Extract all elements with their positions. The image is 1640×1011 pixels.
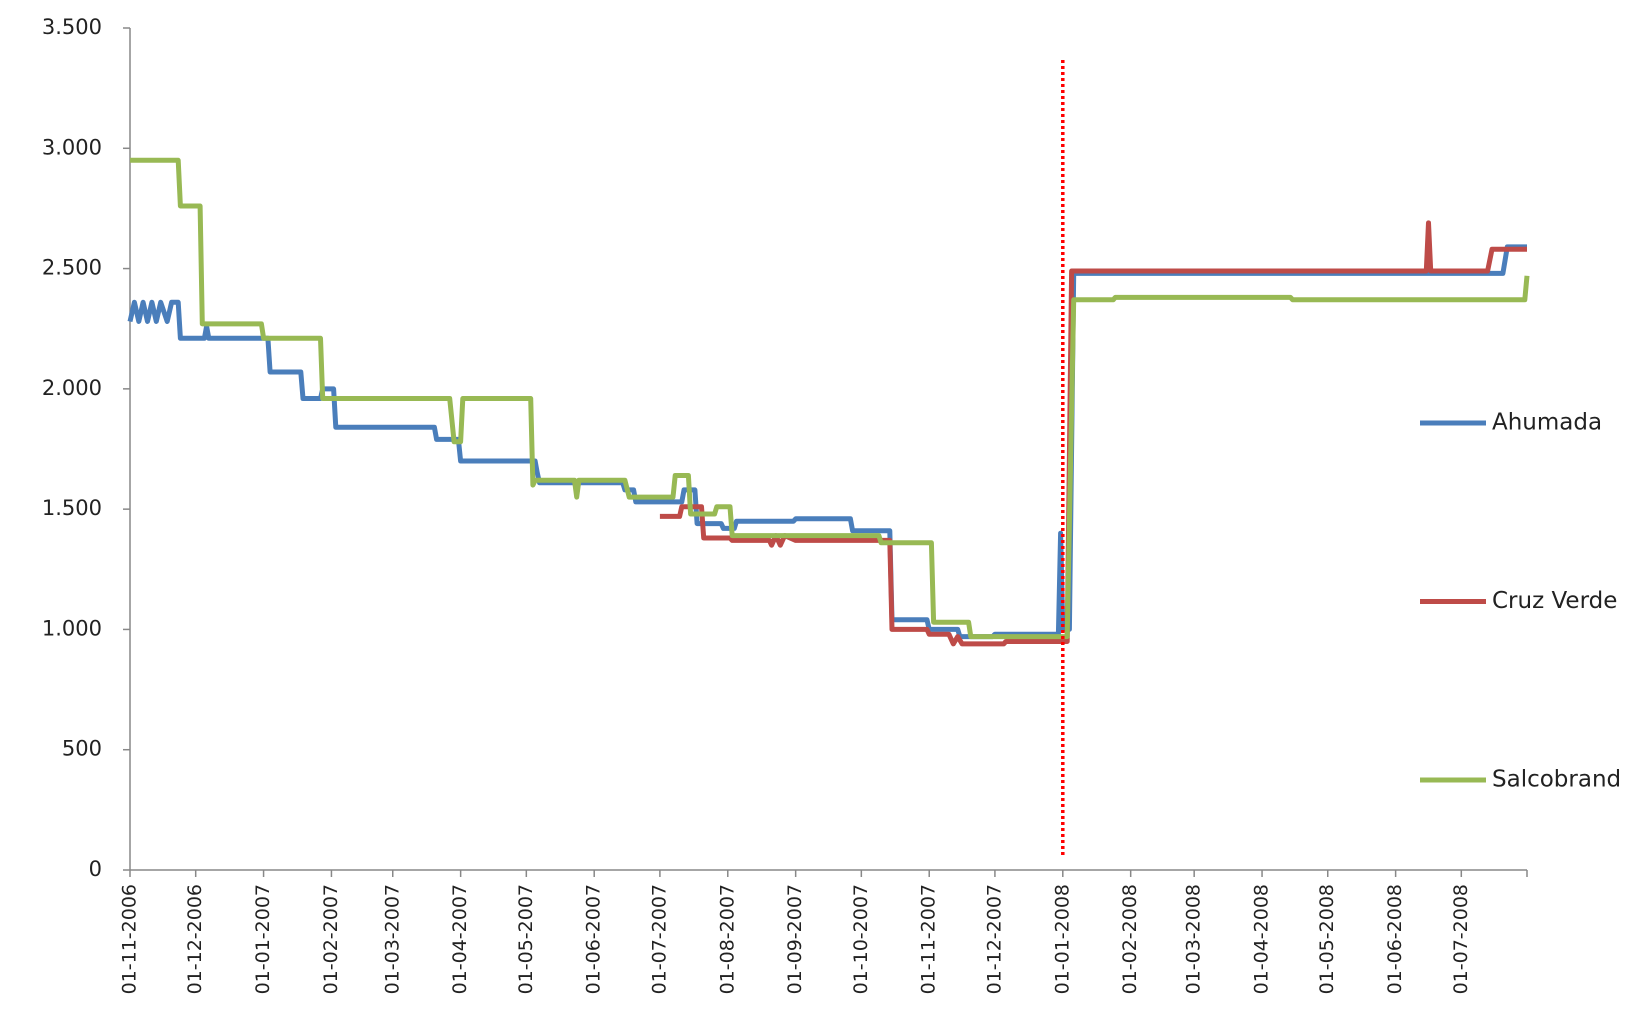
series-line (659, 220, 1527, 647)
y-tick-label: 3.000 (42, 135, 102, 159)
y-tick-label: 0 (89, 857, 102, 881)
x-tick-label: 01-12-2006 (184, 884, 206, 994)
series-line (127, 244, 1527, 640)
x-tick-label: 01-05-2007 (515, 884, 537, 994)
x-tick-label: 01-06-2007 (583, 884, 605, 994)
y-tick-label: 2.500 (42, 256, 102, 280)
x-tick-label: 01-07-2008 (1450, 884, 1472, 994)
x-tick-label: 01-03-2007 (381, 884, 403, 994)
x-tick-label: 01-12-2007 (983, 884, 1005, 994)
x-tick-label: 01-08-2007 (716, 884, 738, 994)
x-tick-label: 01-07-2007 (648, 884, 670, 994)
x-tick-label: 01-09-2007 (784, 884, 806, 994)
y-tick-label: 2.000 (42, 376, 102, 400)
x-tick-label: 01-01-2007 (252, 884, 274, 994)
x-tick-label: 01-04-2007 (449, 884, 471, 994)
y-tick-label: 500 (62, 737, 102, 761)
x-tick-label: 01-06-2008 (1384, 884, 1406, 994)
x-tick-label: 01-02-2008 (1119, 884, 1141, 994)
y-tick-label: 1.500 (42, 496, 102, 520)
x-tick-label: 01-10-2007 (850, 884, 872, 994)
x-tick-label: 01-01-2008 (1051, 884, 1073, 994)
series-line (130, 157, 1530, 640)
y-tick-label: 3.500 (42, 15, 102, 39)
x-tick-label: 01-11-2006 (119, 884, 141, 994)
legend-label: Cruz Verde (1492, 588, 1617, 614)
x-tick-label: 01-11-2007 (918, 884, 940, 994)
x-tick-label: 01-03-2008 (1183, 884, 1205, 994)
x-tick-label: 01-02-2007 (320, 884, 342, 994)
x-tick-label: 01-05-2008 (1316, 884, 1338, 994)
legend-label: Ahumada (1492, 410, 1602, 436)
legend-label: Salcobrand (1492, 767, 1621, 793)
y-tick-label: 1.000 (42, 616, 102, 640)
x-tick-label: 01-04-2008 (1251, 884, 1273, 994)
